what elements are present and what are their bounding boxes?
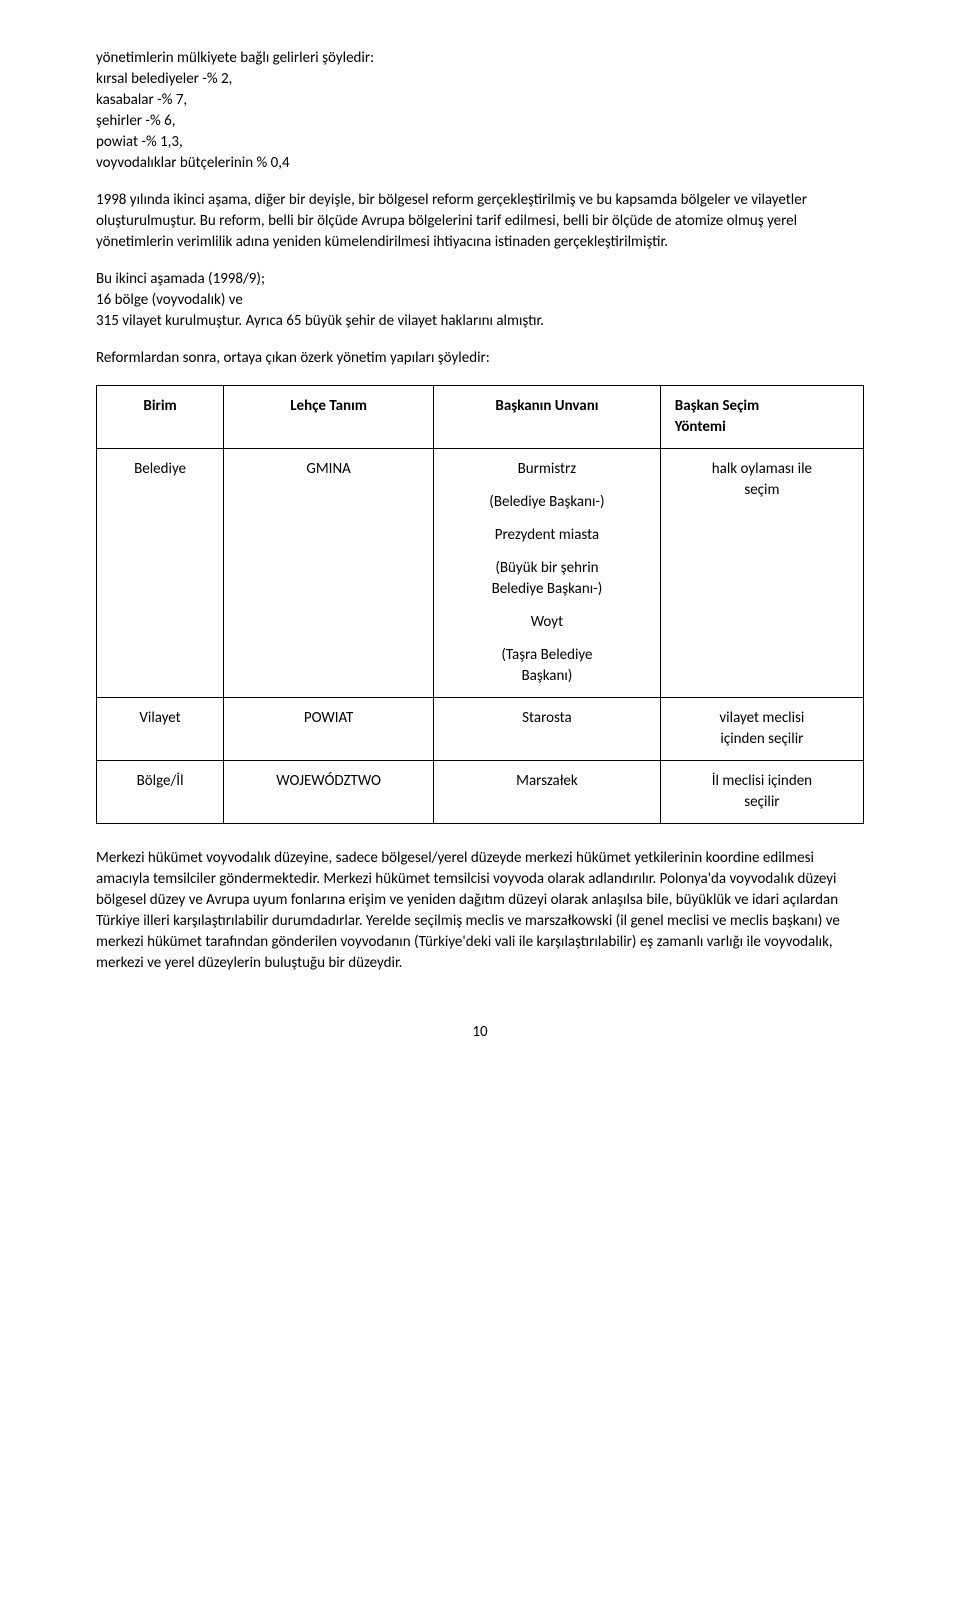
r1c3-6b: Başkanı) (448, 666, 646, 687)
r1c3-4b: Belediye Başkanı-) (448, 579, 646, 600)
th-lehce: Lehçe Tanım (224, 386, 434, 449)
r1c3-5: Woyt (448, 612, 646, 633)
r1c3-2: (Belediye Başkanı-) (448, 492, 646, 513)
r1c3-4: (Büyük bir şehrin Belediye Başkanı-) (448, 558, 646, 600)
r3c4-l1: İl meclisi içinden (675, 771, 849, 792)
r3c4-l2: seçilir (675, 792, 849, 813)
table-header-row: Birim Lehçe Tanım Başkanın Unvanı Başkan… (97, 386, 864, 449)
table-row: Belediye GMINA Burmistrz (Belediye Başka… (97, 449, 864, 698)
th-birim: Birim (97, 386, 224, 449)
cell-bolge: Bölge/İl (97, 761, 224, 824)
cell-wojewodztwo: WOJEWÓDZTWO (224, 761, 434, 824)
intro-l2: kırsal belediyeler -% 2, (96, 69, 864, 90)
cell-vilayet: Vilayet (97, 698, 224, 761)
r1c3-3: Prezydent miasta (448, 525, 646, 546)
paragraph-4: Merkezi hükümet voyvodalık düzeyine, sad… (96, 848, 864, 974)
r1c3-1: Burmistrz (448, 459, 646, 480)
page-number: 10 (96, 1022, 864, 1043)
r1c4-l1: halk oylaması ile (675, 459, 849, 480)
th-unvan: Başkanın Unvanı (434, 386, 661, 449)
table-row: Vilayet POWIAT Starosta vilayet meclisi … (97, 698, 864, 761)
r2c4-l2: içinden seçilir (675, 729, 849, 750)
intro-l6: voyvodalıklar bütçelerinin % 0,4 (96, 153, 864, 174)
paragraph-2: Bu ikinci aşamada (1998/9); 16 bölge (vo… (96, 269, 864, 332)
r1c3-6: (Taşra Belediye Başkanı) (448, 645, 646, 687)
p2-l3: 315 vilayet kurulmuştur. Ayrıca 65 büyük… (96, 311, 864, 332)
intro-l3: kasabalar -% 7, (96, 90, 864, 111)
cell-burmistrz: Burmistrz (Belediye Başkanı-) Prezydent … (434, 449, 661, 698)
r2c4-l1: vilayet meclisi (675, 708, 849, 729)
intro-block: yönetimlerin mülkiyete bağlı gelirleri ş… (96, 48, 864, 174)
th-yontem-l2: Yöntemi (675, 417, 849, 438)
governance-table: Birim Lehçe Tanım Başkanın Unvanı Başkan… (96, 385, 864, 824)
th-yontem-l1: Başkan Seçim (675, 396, 849, 417)
r1c4-l2: seçim (675, 480, 849, 501)
cell-powiat: POWIAT (224, 698, 434, 761)
cell-starosta: Starosta (434, 698, 661, 761)
cell-marszalek: Marszałek (434, 761, 661, 824)
table-row: Bölge/İl WOJEWÓDZTWO Marszałek İl meclis… (97, 761, 864, 824)
intro-l4: şehirler -% 6, (96, 111, 864, 132)
paragraph-3: Reformlardan sonra, ortaya çıkan özerk y… (96, 348, 864, 369)
cell-belediye: Belediye (97, 449, 224, 698)
intro-l1: yönetimlerin mülkiyete bağlı gelirleri ş… (96, 48, 864, 69)
r1c3-4a: (Büyük bir şehrin (448, 558, 646, 579)
cell-il-meclisi: İl meclisi içinden seçilir (660, 761, 863, 824)
cell-vilayet-meclisi: vilayet meclisi içinden seçilir (660, 698, 863, 761)
th-yontem: Başkan Seçim Yöntemi (660, 386, 863, 449)
intro-l5: powiat -% 1,3, (96, 132, 864, 153)
p2-l1: Bu ikinci aşamada (1998/9); (96, 269, 864, 290)
cell-halk: halk oylaması ile seçim (660, 449, 863, 698)
paragraph-1: 1998 yılında ikinci aşama, diğer bir dey… (96, 190, 864, 253)
r1c3-6a: (Taşra Belediye (448, 645, 646, 666)
cell-gmina: GMINA (224, 449, 434, 698)
p2-l2: 16 bölge (voyvodalık) ve (96, 290, 864, 311)
